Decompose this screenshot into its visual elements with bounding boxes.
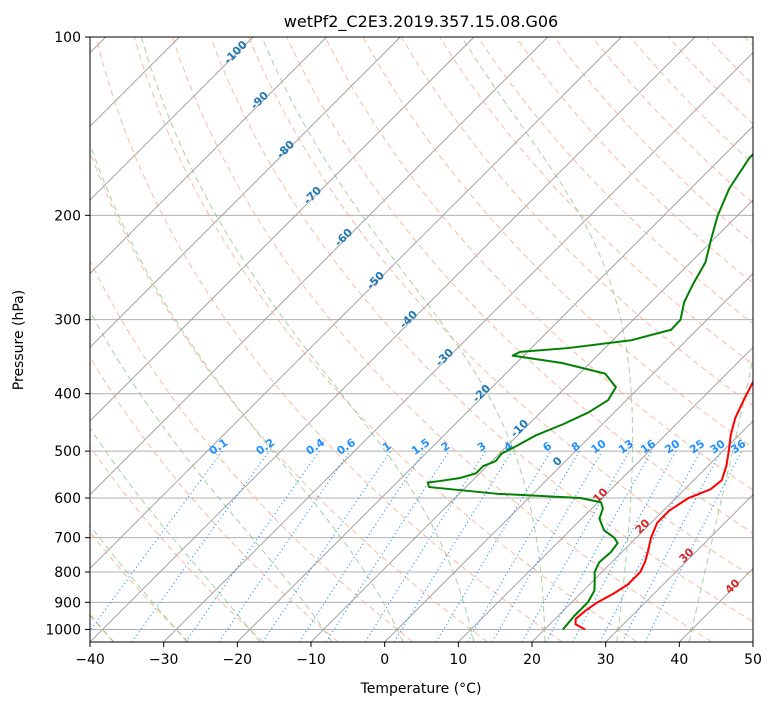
isotherm-line (605, 494, 753, 642)
y-tick-label: 500 (54, 444, 81, 460)
moist-adiabat-line (140, 37, 475, 642)
x-tick-label: 30 (597, 652, 615, 668)
isotherm-line (384, 273, 753, 642)
dry-adiabat-line (90, 356, 339, 642)
isotherm-lines (90, 37, 753, 642)
mixing-ratio-line (185, 450, 320, 642)
x-tick-label: −10 (296, 652, 326, 668)
mixing-ratio-line (545, 450, 653, 642)
moist-adiabat-line (90, 142, 404, 642)
background-lines (90, 37, 753, 642)
isotherm-line (90, 37, 622, 569)
y-tick-label: 200 (54, 208, 81, 224)
x-tick-label: −20 (223, 652, 253, 668)
x-tick-label: 20 (523, 652, 541, 668)
x-tick-label: 10 (449, 652, 467, 668)
y-tick-label: 400 (54, 387, 81, 403)
profile-series (426, 153, 753, 631)
chart-title: wetPf2_C2E3.2019.357.15.08.G06 (284, 12, 558, 32)
y-tick-label: 100 (54, 30, 81, 46)
isotherm-line (458, 346, 753, 642)
mixing-ratio-line (572, 450, 677, 642)
isotherm-line (90, 37, 548, 496)
plot-frame (89, 36, 754, 643)
isotherm-line (237, 125, 753, 642)
y-tick-label: 1000 (45, 622, 81, 638)
mixing-ratio-line (218, 450, 351, 642)
moist-adiabat-line (90, 310, 333, 642)
mixing-ratio-lines (90, 450, 743, 642)
isotherm-line (163, 52, 753, 642)
dry-adiabat-line (90, 445, 264, 642)
x-tick-label: 40 (670, 652, 688, 668)
x-tick-label: 0 (380, 652, 389, 668)
mixing-ratio-line (131, 450, 270, 642)
moist-adiabat-lines (90, 37, 753, 642)
y-axis-ticks: 100 200 300 400 500 600 700 800 900 1000 (45, 30, 90, 638)
mixing-ratio-line (325, 450, 450, 642)
pressure-gridlines (90, 37, 753, 630)
moist-adiabat-line (90, 427, 261, 642)
mixing-ratio-line (262, 450, 392, 642)
isotherm-line (90, 37, 401, 348)
y-tick-label: 300 (54, 313, 81, 329)
x-tick-label: −30 (149, 652, 179, 668)
dry-adiabat-line (286, 37, 753, 534)
isotherm-line (90, 37, 696, 642)
mixing-ratio-line (90, 450, 223, 632)
y-axis-title: Pressure (hPa) (11, 290, 27, 390)
x-tick-label: 50 (744, 652, 762, 668)
mixing-ratio-line (298, 450, 425, 642)
moist-adiabat-line (261, 37, 546, 642)
y-tick-label: 900 (54, 595, 81, 611)
dry-adiabat-line (90, 259, 414, 642)
isotherm-line (90, 37, 254, 201)
dry-adiabat-line (171, 37, 712, 642)
moist-adiabat-line (90, 524, 188, 642)
dry-adiabat-line (248, 37, 753, 578)
dry-adiabat-lines (90, 37, 753, 642)
isotherm-line (531, 420, 753, 642)
y-tick-label: 700 (54, 531, 81, 547)
moist-adiabat-line (688, 355, 753, 642)
isotherm-line (90, 37, 327, 275)
x-tick-label: −40 (75, 652, 105, 668)
dry-adiabat-line (515, 37, 753, 284)
dewpoint-profile-line (426, 153, 753, 631)
x-axis-ticks: −40 −30 −20 −10 0 10 20 30 40 50 (75, 642, 762, 668)
dry-adiabat-line (324, 37, 753, 491)
x-axis-title: Temperature (°C) (360, 681, 482, 697)
y-tick-label: 600 (54, 491, 81, 507)
y-tick-label: 800 (54, 565, 81, 581)
temperature-profile-line (574, 379, 753, 631)
dry-adiabat-line (95, 37, 563, 642)
isotherm-line (90, 37, 475, 422)
dry-adiabat-line (210, 37, 753, 623)
